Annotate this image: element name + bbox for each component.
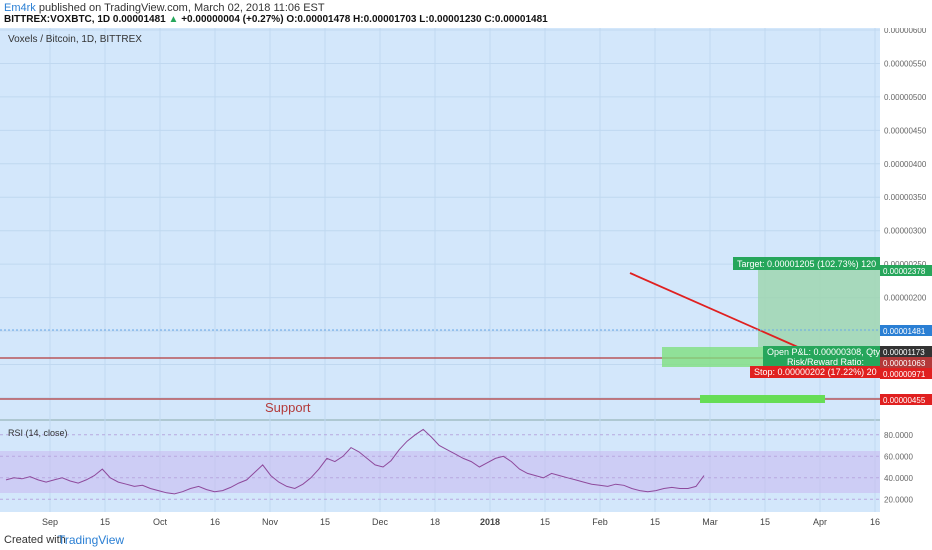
tag-support1: 0.00001063	[883, 359, 926, 368]
low-value: 0.00001230	[428, 14, 482, 25]
target-zone[interactable]	[758, 262, 880, 347]
author-link[interactable]: Em4rk	[4, 2, 36, 14]
rsi-line	[5, 428, 705, 495]
price-tags: 0.00002378 0.00001481 0.00001173 0.00001…	[880, 265, 932, 405]
tag-stop-box	[880, 368, 932, 379]
time-tick-label: 15	[650, 517, 660, 527]
tradingview-logo[interactable]: TradingView	[58, 533, 125, 547]
tag-target: 0.00002378	[883, 267, 926, 276]
rsi-title: RSI (14, close)	[8, 428, 68, 438]
price-tick-label: 0.00000400	[884, 160, 927, 169]
publish-line: Em4rk published on TradingView.com, Marc…	[4, 2, 325, 14]
time-tick-label: 16	[210, 517, 220, 527]
pnl-label-box	[763, 346, 880, 368]
low-label: L:	[419, 14, 429, 25]
time-tick-label: Mar	[702, 517, 718, 527]
publish-info: published on TradingView.com, March 02, …	[38, 2, 325, 14]
support-zone[interactable]	[700, 395, 825, 403]
time-tick-label: Oct	[153, 517, 168, 527]
open-value: 0.00001478	[297, 14, 351, 25]
tag-support2-box	[880, 394, 932, 405]
trend-line[interactable]	[629, 272, 801, 349]
time-tick-label: Sep	[42, 517, 58, 527]
price-tick-label: 0.00000600	[884, 28, 927, 35]
pnl-label: Open P&L: 0.00000308, Qty	[767, 347, 881, 357]
support-label: Support	[265, 400, 311, 415]
time-tick-label: Dec	[372, 517, 389, 527]
change-value: +0.00000004 (+0.27%)	[181, 14, 284, 25]
last-price: 0.00001481	[112, 14, 166, 25]
high-value: 0.00001703	[363, 14, 417, 25]
time-tick-label: Apr	[813, 517, 827, 527]
chart-canvas[interactable]: 0.00000600 0.00000550 0.00000500 0.00000450…	[0, 28, 932, 530]
tag-entry-box	[880, 346, 932, 357]
rsi-band	[0, 451, 880, 493]
price-tick-label: 0.00000500	[884, 93, 927, 102]
tag-target-box	[880, 265, 932, 276]
grid	[0, 28, 880, 512]
created-with: Created with	[4, 534, 66, 546]
open-label: O:	[286, 14, 298, 25]
price-tick-label: 0.00000200	[884, 294, 927, 303]
time-tick-label: 15	[760, 517, 770, 527]
tag-support1-box	[880, 357, 932, 368]
target-label-box	[733, 257, 880, 270]
price-tick-label: 0.00000350	[884, 193, 927, 202]
ohlc-line: BITTREX:VOXBTC, 1D 0.00001481 ▲ +0.00000…	[4, 14, 548, 25]
footer: Created with TradingView	[0, 530, 932, 550]
chart-title: Voxels / Bitcoin, 1D, BITTREX	[8, 34, 142, 45]
rsi-tick-label: 60.0000	[884, 452, 913, 461]
price-tick-label: 0.00000550	[884, 59, 927, 68]
time-tick-label: Nov	[262, 517, 279, 527]
time-tick-label: 2018	[480, 517, 500, 527]
close-label: C:	[484, 14, 495, 25]
price-tick-label: 0.00000250	[884, 260, 927, 269]
time-tick-label: 16	[870, 517, 880, 527]
tag-entry: 0.00001173	[883, 348, 925, 357]
time-tick-label: 15	[540, 517, 550, 527]
symbol-label: BITTREX:VOXBTC, 1D	[4, 14, 111, 25]
rsi-tick-label: 20.0000	[884, 495, 913, 504]
stop-label-box	[750, 366, 880, 378]
time-axis: Sep 15 Oct 16 Nov 15 Dec 18 2018 15 Feb 15 Mar 15 Apr 1…	[42, 517, 880, 527]
tag-stop: 0.00000971	[883, 370, 926, 379]
rsi-tick-label: 80.0000	[884, 431, 913, 440]
time-tick-label: 15	[100, 517, 110, 527]
tag-last-box	[880, 325, 932, 336]
high-label: H:	[353, 14, 364, 25]
time-tick-label: 18	[430, 517, 440, 527]
stop-label: Stop: 0.00000202 (17.22%) 20	[754, 367, 877, 377]
change-arrow-icon: ▲	[168, 14, 179, 25]
price-tick-label: 0.00000300	[884, 227, 927, 236]
rsi-grid: 80.0000 60.0000 40.0000 20.0000	[0, 431, 913, 504]
time-tick-label: 15	[320, 517, 330, 527]
close-value: 0.00001481	[494, 14, 548, 25]
chart-header: Em4rk published on TradingView.com, Marc…	[0, 0, 932, 28]
price-tick-label: 0.00000450	[884, 126, 927, 135]
target-label: Target: 0.00001205 (102.73%) 120	[737, 259, 876, 269]
tag-last: 0.00001481	[883, 327, 926, 336]
rr-label: Risk/Reward Ratio:	[787, 357, 864, 367]
rsi-tick-label: 40.0000	[884, 474, 913, 483]
tag-support2: 0.00000455	[883, 396, 926, 405]
time-tick-label: Feb	[592, 517, 608, 527]
